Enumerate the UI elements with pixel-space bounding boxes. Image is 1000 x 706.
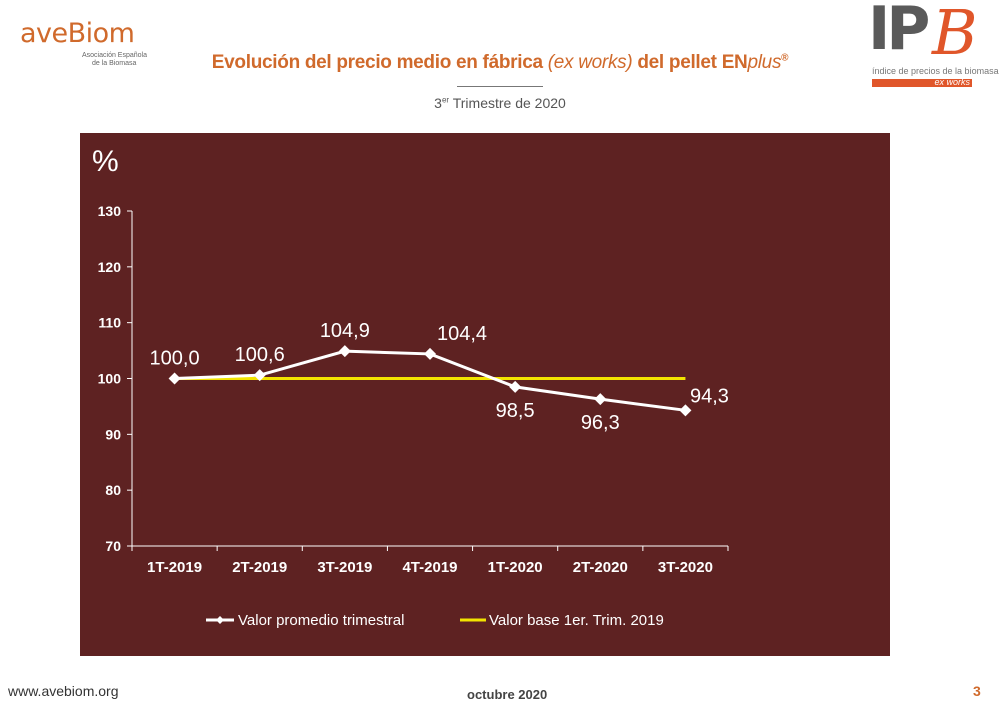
page-number: 3: [973, 683, 981, 699]
data-label: 100,6: [235, 344, 285, 366]
footer-date: octubre 2020: [467, 687, 548, 702]
avebiom-logo-text: aveBiom: [20, 18, 135, 49]
x-tick-label: 1T-2020: [488, 559, 543, 576]
x-tick-label: 2T-2019: [232, 559, 287, 576]
y-tick-label: 120: [98, 259, 122, 275]
data-point-marker: [679, 404, 692, 417]
ipb-logo-bar-label: ex works: [934, 77, 970, 87]
avebiom-logo-sub2: de la Biomasa: [92, 60, 137, 67]
title-italic: (ex works): [547, 52, 633, 73]
x-tick-label: 4T-2019: [402, 559, 457, 576]
data-label: 104,9: [320, 320, 370, 342]
y-tick-label: 70: [105, 538, 121, 554]
data-point-marker: [509, 380, 522, 393]
y-tick-label: 130: [98, 203, 122, 219]
subtitle-num: 3: [434, 95, 442, 111]
data-label: 96,3: [581, 412, 620, 434]
data-label: 100,0: [150, 348, 200, 370]
x-tick-label: 3T-2019: [317, 559, 372, 576]
data-point-marker: [168, 372, 181, 385]
subtitle-rest: Trimestre de 2020: [449, 95, 566, 111]
legend-marker-average: [216, 616, 224, 624]
ipb-logo: IP B índice de precios de la biomasa ex …: [866, 0, 999, 88]
page-subtitle: 3er Trimestre de 2020: [0, 95, 1000, 111]
avebiom-logo: aveBiom Asociación Española de la Biomas…: [20, 14, 160, 67]
y-tick-label: 100: [98, 371, 122, 387]
ipb-logo-b: B: [932, 0, 978, 69]
data-label: 94,3: [690, 385, 729, 407]
title-part1: Evolución del precio medio en fábrica: [211, 52, 548, 73]
title-divider: [457, 86, 543, 87]
x-tick-label: 1T-2019: [147, 559, 202, 576]
data-point-marker: [594, 393, 607, 406]
data-point-marker: [338, 345, 351, 358]
ipb-logo-ip: IP: [868, 0, 930, 64]
title-part2: del pellet EN: [632, 52, 748, 73]
title-registered: ®: [781, 52, 789, 64]
data-point-marker: [424, 347, 436, 360]
price-evolution-chart: % 70 80 90 100 110 120 130 1T-2019 2T-2019 3T-2019…: [92, 145, 729, 629]
page-title: Evolución del precio medio en fábrica (e…: [0, 52, 1000, 74]
ipb-logo-tagline: índice de precios de la biomasa: [872, 66, 999, 76]
ipb-logo-bar: [872, 79, 972, 87]
chart-panel: % 70 80 90 100 110 120 130 1T-2019 2T-2019 3T-2019…: [80, 133, 890, 656]
avebiom-logo-sub1: Asociación Española: [82, 52, 147, 59]
data-label: 104,4: [437, 323, 487, 345]
title-italic2: plus: [747, 52, 782, 73]
x-tick-label: 2T-2020: [573, 559, 628, 576]
y-tick-label: 90: [105, 426, 121, 442]
x-tick-label: 3T-2020: [658, 559, 713, 576]
y-tick-label: 110: [98, 315, 121, 331]
data-label: 98,5: [496, 400, 535, 422]
footer-url[interactable]: www.avebiom.org: [8, 683, 119, 699]
y-tick-label: 80: [105, 482, 121, 498]
data-point-marker: [253, 369, 266, 382]
legend-label-average: Valor promedio trimestral: [238, 612, 404, 629]
subtitle-sup: er: [441, 95, 450, 105]
y-unit-label: %: [92, 145, 119, 178]
legend-label-base: Valor base 1er. Trim. 2019: [489, 612, 664, 629]
